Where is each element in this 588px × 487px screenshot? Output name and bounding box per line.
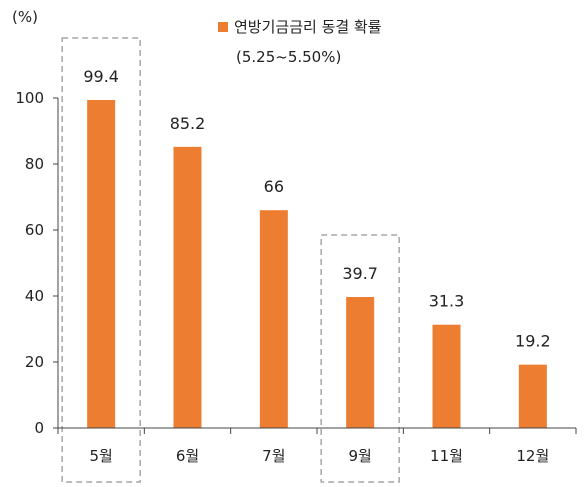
bar bbox=[259, 210, 288, 428]
y-tick-label: 100 bbox=[15, 89, 44, 107]
value-label: 39.7 bbox=[342, 264, 378, 283]
legend: 연방기금금리 동결 확률 (5.25~5.50%) bbox=[218, 18, 382, 66]
x-axis: 5월 6월 7월 9월 11월 12월 bbox=[57, 427, 577, 465]
bars bbox=[87, 99, 547, 428]
x-tick-label: 12월 bbox=[516, 447, 549, 465]
y-axis: 0 20 40 60 80 100 bbox=[15, 89, 59, 437]
legend-subtitle: (5.25~5.50%) bbox=[236, 48, 341, 66]
bar bbox=[432, 324, 461, 428]
bar bbox=[346, 296, 375, 428]
x-tick-label: 6월 bbox=[176, 447, 199, 465]
x-tick-label: 7월 bbox=[262, 447, 285, 465]
value-label: 99.4 bbox=[83, 67, 119, 86]
value-label: 85.2 bbox=[170, 114, 206, 133]
x-tick-label: 11월 bbox=[430, 447, 463, 465]
value-label: 66 bbox=[264, 177, 284, 196]
y-axis-unit-label: (%) bbox=[12, 8, 38, 26]
y-tick-label: 60 bbox=[25, 221, 44, 239]
highlight-box bbox=[61, 37, 141, 483]
x-tick-label: 9월 bbox=[348, 447, 371, 465]
bar bbox=[173, 146, 202, 428]
value-label: 19.2 bbox=[515, 332, 551, 351]
y-tick-label: 40 bbox=[25, 287, 44, 305]
value-label: 31.3 bbox=[429, 292, 465, 311]
value-labels: 99.4 85.2 66 39.7 31.3 19.2 bbox=[83, 67, 550, 351]
y-tick-label: 0 bbox=[34, 419, 44, 437]
y-tick-label: 20 bbox=[25, 353, 44, 371]
legend-swatch bbox=[218, 22, 228, 32]
bar bbox=[87, 99, 116, 428]
y-tick-label: 80 bbox=[25, 155, 44, 173]
x-tick-label: 5월 bbox=[89, 447, 112, 465]
highlight-boxes bbox=[61, 37, 400, 483]
highlight-box bbox=[320, 234, 400, 483]
legend-label: 연방기금금리 동결 확률 bbox=[234, 18, 382, 36]
bar bbox=[518, 364, 547, 428]
